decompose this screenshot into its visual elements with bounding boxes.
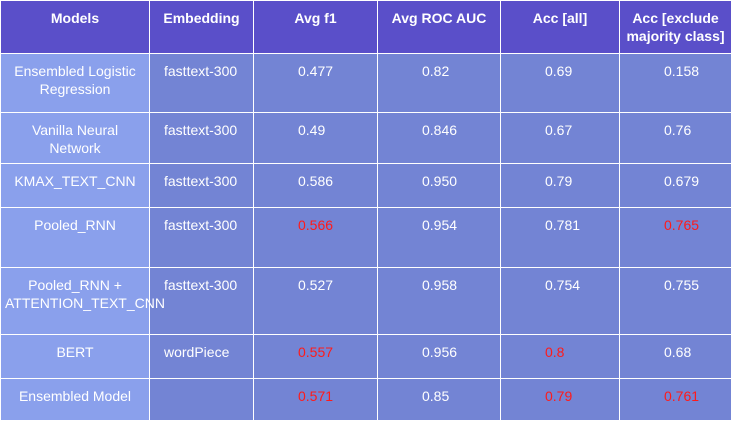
acc-excl-cell: 0.76	[619, 112, 731, 164]
acc-excl-cell: 0.761	[619, 378, 731, 421]
table-row: KMAX_TEXT_CNN fasttext-300 0.586 0.950 0…	[0, 163, 731, 208]
f1-cell: 0.527	[253, 267, 378, 335]
embedding-cell	[149, 378, 254, 421]
acc-all-cell: 0.8	[500, 334, 620, 379]
embedding-cell: fasttext-300	[149, 163, 254, 208]
roc-cell: 0.954	[377, 207, 501, 268]
roc-cell: 0.956	[377, 334, 501, 379]
roc-cell: 0.82	[377, 53, 501, 113]
roc-cell: 0.846	[377, 112, 501, 164]
model-cell: BERT	[0, 334, 150, 379]
table-row: Ensembled Model 0.571 0.85 0.79 0.761	[0, 378, 731, 421]
f1-cell: 0.49	[253, 112, 378, 164]
table-row: Vanilla Neural Network fasttext-300 0.49…	[0, 112, 731, 164]
acc-excl-cell: 0.158	[619, 53, 731, 113]
table-row: Pooled_RNN + ATTENTION_TEXT_CNN fasttext…	[0, 267, 731, 335]
table-row: BERT wordPiece 0.557 0.956 0.8 0.68	[0, 334, 731, 379]
embedding-cell: fasttext-300	[149, 267, 254, 335]
acc-excl-cell: 0.68	[619, 334, 731, 379]
acc-all-cell: 0.69	[500, 53, 620, 113]
acc-excl-cell: 0.755	[619, 267, 731, 335]
f1-cell: 0.586	[253, 163, 378, 208]
model-cell: Pooled_RNN + ATTENTION_TEXT_CNN	[0, 267, 165, 335]
model-cell: Pooled_RNN	[0, 207, 150, 268]
acc-all-cell: 0.79	[500, 378, 620, 421]
f1-cell: 0.477	[253, 53, 378, 113]
header-models: Models	[0, 0, 150, 54]
table-row: Ensembled Logistic Regression fasttext-3…	[0, 53, 731, 113]
embedding-cell: fasttext-300	[149, 207, 254, 268]
acc-all-cell: 0.781	[500, 207, 620, 268]
model-cell: KMAX_TEXT_CNN	[0, 163, 150, 208]
model-cell: Ensembled Model	[0, 378, 150, 421]
acc-excl-cell: 0.765	[619, 207, 731, 268]
embedding-cell: wordPiece	[149, 334, 254, 379]
acc-excl-cell: 0.679	[619, 163, 731, 208]
header-avg-f1: Avg f1	[253, 0, 378, 54]
acc-all-cell: 0.754	[500, 267, 620, 335]
header-row: Models Embedding Avg f1 Avg ROC AUC Acc …	[0, 0, 731, 54]
header-avg-roc-auc: Avg ROC AUC	[377, 0, 501, 54]
roc-cell: 0.85	[377, 378, 501, 421]
roc-cell: 0.958	[377, 267, 501, 335]
f1-cell: 0.571	[253, 378, 378, 421]
f1-cell: 0.566	[253, 207, 378, 268]
f1-cell: 0.557	[253, 334, 378, 379]
embedding-cell: fasttext-300	[149, 112, 254, 164]
table-row: Pooled_RNN fasttext-300 0.566 0.954 0.78…	[0, 207, 731, 268]
header-acc-exclude: Acc [exclude majority class]	[619, 0, 731, 54]
header-embedding: Embedding	[149, 0, 254, 54]
model-cell: Ensembled Logistic Regression	[0, 53, 150, 113]
roc-cell: 0.950	[377, 163, 501, 208]
embedding-cell: fasttext-300	[149, 53, 254, 113]
model-cell: Vanilla Neural Network	[0, 112, 150, 164]
acc-all-cell: 0.67	[500, 112, 620, 164]
acc-all-cell: 0.79	[500, 163, 620, 208]
header-acc-all: Acc [all]	[500, 0, 620, 54]
